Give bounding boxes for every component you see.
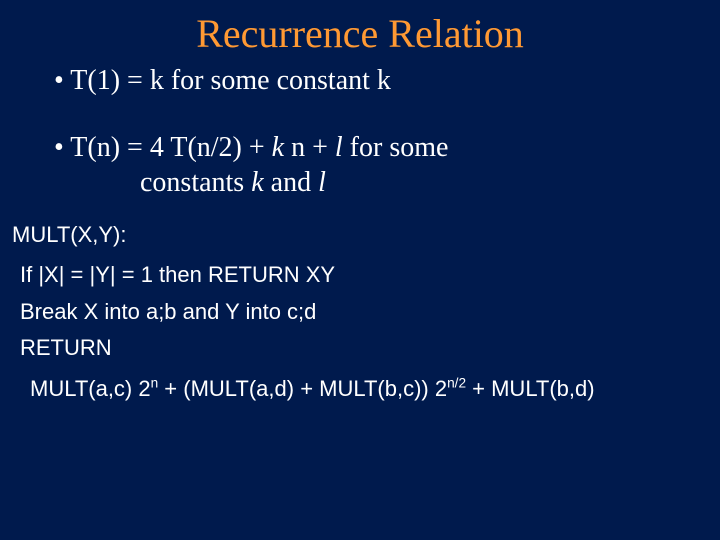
bullet-2-text-b: n +: [284, 132, 335, 163]
mult-line-2: Break X into a;b and Y into c;d: [0, 299, 720, 325]
mult-header: MULT(X,Y):: [0, 222, 720, 248]
bullet-2-text-c: for some: [343, 132, 449, 163]
slide-title: Recurrence Relation: [0, 0, 720, 63]
bullet-1: • T(1) = k for some constant k: [0, 63, 720, 98]
bullet-2-line2-a: constants: [140, 167, 251, 198]
bullet-2-line2-b: and: [264, 167, 318, 198]
bullet-2-text-a: • T(n) = 4 T(n/2) +: [54, 132, 272, 163]
bullet-2-line2-k: k: [251, 167, 263, 198]
mult-expr-sup2: n/2: [447, 375, 466, 390]
bullet-2-k: k: [272, 132, 284, 163]
bullet-2-l: l: [335, 132, 343, 163]
mult-expr-b: + (MULT(a,d) + MULT(b,c)) 2: [158, 376, 447, 401]
bullet-2-line-1: • T(n) = 4 T(n/2) + k n + l for some: [0, 130, 720, 165]
mult-return-expr: MULT(a,c) 2n + (MULT(a,d) + MULT(b,c)) 2…: [0, 376, 720, 402]
mult-expr-c: + MULT(b,d): [466, 376, 595, 401]
bullet-2-line2-l: l: [318, 167, 326, 198]
mult-expr-a: MULT(a,c) 2: [30, 376, 151, 401]
mult-line-3: RETURN: [0, 335, 720, 361]
mult-line-1: If |X| = |Y| = 1 then RETURN XY: [0, 262, 720, 288]
slide: Recurrence Relation • T(1) = k for some …: [0, 0, 720, 540]
bullet-2-line-2: constants k and l: [0, 165, 720, 200]
